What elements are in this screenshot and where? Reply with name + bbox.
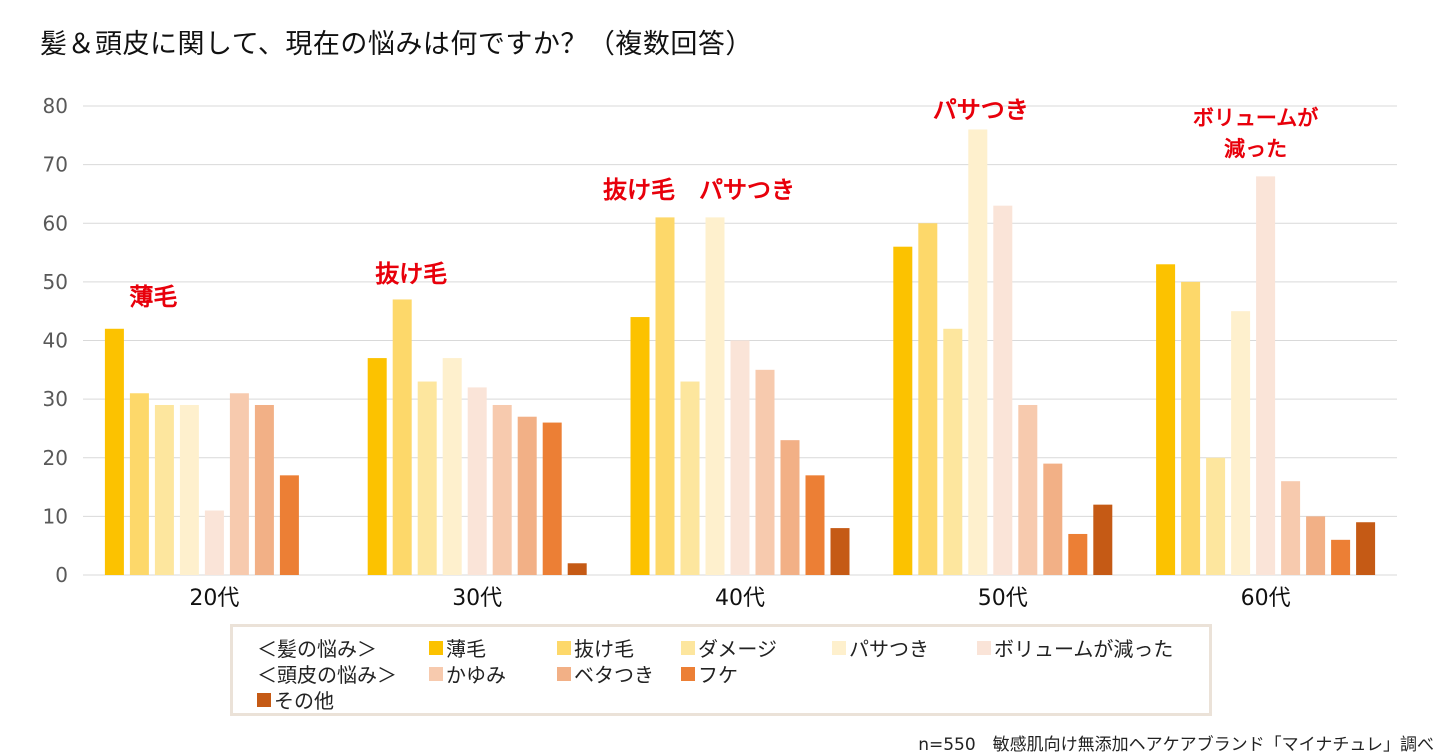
bar-chart: 0 10 20 30 40 50 60 70 80 20代 30代 40代 50代 60代 薄毛 抜け毛 抜け毛… — [43, 94, 1397, 611]
legend-swatch — [977, 640, 991, 655]
legend-item: 薄毛 — [429, 633, 486, 662]
x-tick-label: 60代 — [1241, 586, 1291, 611]
bar — [467, 387, 487, 575]
annotation-label: 抜け毛 — [375, 260, 447, 288]
annotation-label: ボリュームが — [1193, 106, 1318, 130]
bar — [705, 217, 725, 575]
legend-label: ボリュームが減った — [994, 637, 1174, 661]
bar — [154, 404, 174, 575]
x-tick-label: 40代 — [715, 586, 765, 611]
legend-item: パサつき — [832, 633, 929, 662]
legend-group-scalp: ＜頭皮の悩み＞ — [257, 663, 397, 687]
legend-label: その他 — [274, 689, 334, 713]
bar — [780, 440, 800, 575]
annotation-label: 減った — [1224, 137, 1287, 161]
legend-label: 薄毛 — [446, 637, 486, 661]
bar — [517, 416, 537, 575]
bar — [993, 205, 1013, 575]
legend-swatch — [681, 666, 695, 681]
y-tick-label: 10 — [43, 504, 68, 528]
bar — [1331, 539, 1351, 575]
bar — [893, 246, 913, 575]
legend-item: ダメージ — [681, 633, 777, 662]
y-tick-label: 50 — [43, 270, 68, 294]
bar — [1156, 264, 1176, 575]
bar — [805, 475, 825, 575]
chart-title: 髪＆頭皮に関して、現在の悩みは何ですか？（複数回答） — [40, 29, 753, 60]
bar — [1256, 176, 1276, 575]
bar — [755, 369, 775, 575]
x-tick-label: 20代 — [189, 586, 239, 611]
y-tick-label: 80 — [43, 94, 68, 118]
legend-label: ベタつき — [574, 663, 654, 687]
bar — [542, 422, 562, 575]
footnote: n=550 敏感肌向け無添加ヘアケアブランド「マイナチュレ」調べ — [918, 735, 1434, 755]
bar — [567, 563, 587, 575]
legend-item: フケ — [681, 659, 738, 688]
legend-label: かゆみ — [446, 663, 506, 687]
legend-swatch — [557, 666, 571, 681]
legend: ＜髪の悩み＞ 薄毛 抜け毛 ダメージ パサつき ボリュームが減った ＜頭皮の悩み＞ かゆ… — [230, 624, 1212, 716]
legend-swatch — [832, 640, 846, 655]
legend-swatch — [429, 666, 443, 681]
bar — [1306, 516, 1326, 575]
annotation-label: 抜け毛 パサつき — [603, 176, 795, 204]
bar — [417, 381, 437, 575]
bar — [179, 404, 199, 575]
bar — [254, 404, 274, 575]
bar — [1068, 533, 1088, 575]
legend-label: ダメージ — [698, 637, 777, 661]
y-tick-label: 60 — [43, 211, 68, 235]
legend-item: かゆみ — [429, 659, 506, 688]
bar — [492, 404, 512, 575]
bar — [1181, 281, 1201, 575]
x-tick-label: 50代 — [978, 586, 1028, 611]
y-tick-label: 30 — [43, 387, 68, 411]
legend-swatch — [257, 692, 271, 707]
legend-swatch — [681, 640, 695, 655]
bar — [1281, 481, 1301, 575]
y-tick-label: 20 — [43, 446, 68, 470]
bar — [279, 475, 299, 575]
bar — [367, 358, 387, 575]
bar — [229, 393, 249, 575]
bar — [129, 393, 149, 575]
bar — [830, 528, 850, 575]
bar — [392, 299, 412, 575]
bar — [204, 510, 224, 575]
legend-label: フケ — [698, 663, 738, 687]
bar — [442, 358, 462, 575]
bar — [943, 328, 963, 575]
y-tick-label: 70 — [43, 153, 68, 177]
y-tick-label: 40 — [43, 329, 68, 353]
annotation-label: 薄毛 — [129, 283, 177, 311]
legend-item: ベタつき — [557, 659, 654, 688]
legend-swatch — [429, 640, 443, 655]
bar — [918, 223, 938, 575]
bar — [1206, 457, 1226, 575]
bar — [968, 129, 988, 575]
legend-item: ボリュームが減った — [977, 633, 1173, 662]
bar — [655, 217, 675, 575]
y-tick-label: 0 — [55, 563, 68, 587]
bar — [1356, 522, 1376, 575]
annotation-label: パサつき — [933, 96, 1029, 124]
legend-item: 抜け毛 — [557, 633, 634, 662]
bar — [1043, 463, 1063, 575]
bar — [104, 328, 124, 575]
bar — [1231, 311, 1251, 575]
legend-group-hair: ＜髪の悩み＞ — [257, 637, 377, 661]
legend-label: 抜け毛 — [574, 637, 634, 661]
bar — [630, 317, 650, 575]
legend-swatch — [557, 640, 571, 655]
legend-item: その他 — [257, 685, 334, 714]
bar — [1018, 404, 1038, 575]
bar — [730, 340, 750, 575]
legend-label: パサつき — [849, 637, 929, 661]
bar — [1093, 504, 1113, 575]
x-tick-label: 30代 — [452, 586, 502, 611]
bar — [680, 381, 700, 575]
